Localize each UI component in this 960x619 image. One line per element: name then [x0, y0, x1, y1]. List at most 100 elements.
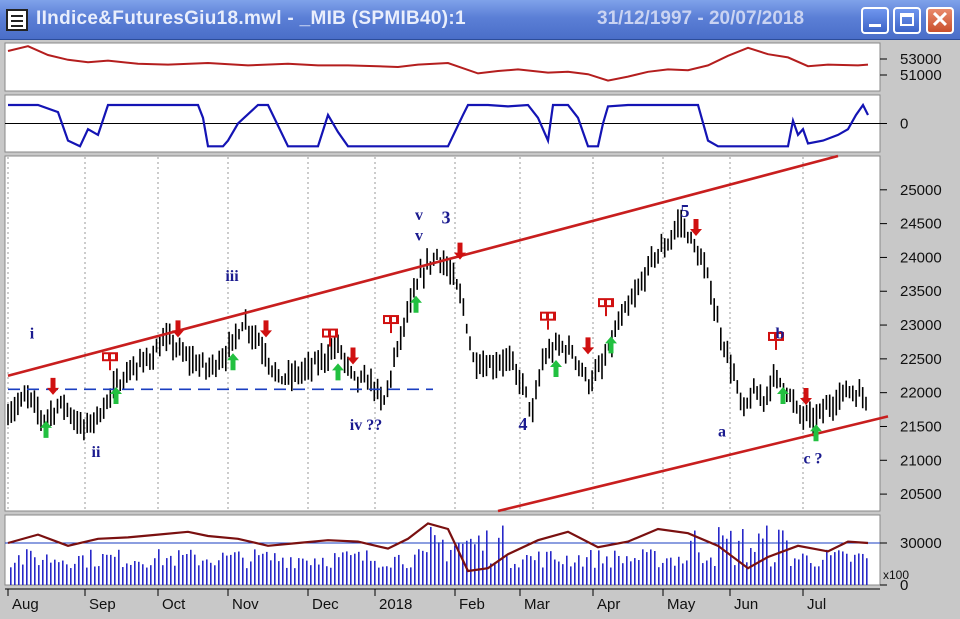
date-range: 31/12/1997 - 20/07/2018 [597, 8, 805, 29]
volume-bar [830, 555, 832, 585]
signal-flag-icon [322, 328, 338, 347]
volume-bar [126, 563, 128, 585]
signal-flag-icon [383, 315, 399, 334]
x-tick-label: Dec [312, 596, 339, 613]
volume-bar [218, 560, 220, 585]
x-tick-label: Jul [807, 596, 826, 613]
app-window-icon[interactable] [6, 9, 28, 31]
volume-bar [806, 555, 808, 585]
volume-bar [150, 565, 152, 585]
volume-bar [854, 554, 856, 585]
x-tick-label: Jun [734, 596, 758, 613]
volume-bar [170, 555, 172, 585]
volume-bar [842, 551, 844, 585]
volume-bar [118, 549, 120, 585]
volume-bar [710, 557, 712, 585]
sell-arrow-icon [172, 320, 184, 338]
volume-bar [270, 560, 272, 585]
sell-arrow-icon [690, 219, 702, 236]
volume-bar [658, 567, 660, 585]
volume-bar [718, 527, 720, 585]
volume-bar [350, 555, 352, 585]
volume-bar [94, 566, 96, 585]
buy-arrow-icon [332, 363, 344, 381]
volume-bar [22, 564, 24, 585]
volume-bar [510, 568, 512, 585]
x-tick-label: May [667, 596, 696, 613]
signal-flag-icon [598, 298, 614, 317]
volume-bar [582, 566, 584, 585]
volume-bar [166, 558, 168, 585]
volume-bar [742, 529, 744, 585]
volume-bar [594, 567, 596, 585]
volume-bar [290, 557, 292, 585]
volume-bar [158, 549, 160, 585]
volume-bar [758, 533, 760, 585]
volume-bar [422, 550, 424, 585]
volume-bar [138, 561, 140, 585]
channel-upper-line [7, 154, 839, 378]
wave-label: ii [92, 444, 101, 461]
volume-bar [778, 529, 780, 585]
y-tick-label: 23000 [900, 317, 942, 334]
y-tick-label: 53000 [900, 51, 942, 68]
volume-bar [198, 565, 200, 585]
volume-bar [434, 535, 436, 585]
maximize-icon [900, 13, 914, 26]
volume-bar [222, 552, 224, 585]
volume-bar [18, 555, 20, 585]
volume-bar [558, 561, 560, 585]
x-tick-label: Apr [597, 596, 620, 613]
volume-bar [310, 565, 312, 585]
buy-arrow-icon [410, 295, 422, 313]
volume-bar [690, 540, 692, 585]
wave-label: v [415, 207, 423, 224]
volume-bar [714, 565, 716, 585]
buy-arrow-icon [605, 336, 617, 354]
volume-bar [326, 566, 328, 585]
volume-bar [190, 549, 192, 585]
x-tick-label: Oct [162, 596, 186, 613]
volume-bar [182, 554, 184, 585]
volume-bar [374, 560, 376, 585]
volume-bar [702, 563, 704, 585]
y-tick-label: 24500 [900, 216, 942, 233]
wave-label: iii [225, 268, 239, 285]
volume-bar [246, 568, 248, 585]
minimize-button[interactable] [861, 7, 889, 34]
volume-bar [538, 551, 540, 585]
volume-bar [230, 554, 232, 585]
sell-arrow-icon [47, 377, 59, 395]
x-tick-label: Aug [12, 596, 39, 613]
volume-bar [394, 556, 396, 585]
volume-bar [518, 567, 520, 585]
volume-bar [258, 555, 260, 585]
volume-bar [58, 562, 60, 585]
volume-bar [822, 559, 824, 585]
volume-bar [418, 549, 420, 585]
title-bar[interactable]: IIndice&FuturesGiu18.mwl - _MIB (SPMIB40… [0, 0, 960, 40]
close-button[interactable]: ✕ [926, 7, 954, 34]
maximize-button[interactable] [893, 7, 921, 34]
volume-bar [386, 566, 388, 585]
volume-bar [546, 551, 548, 585]
volume-bar [34, 557, 36, 585]
oscillator-line [8, 102, 869, 148]
buy-arrow-icon [810, 424, 822, 442]
volume-bar [554, 559, 556, 585]
volume-bar [146, 567, 148, 585]
y-tick-label: 51000 [900, 67, 942, 84]
volume-bar [770, 566, 772, 585]
volume-bar [590, 550, 592, 585]
volume-bar [226, 555, 228, 585]
sell-arrow-icon [454, 242, 466, 260]
y-tick-label: 21500 [900, 418, 942, 435]
volume-bar [794, 558, 796, 585]
buy-arrow-icon [550, 360, 562, 377]
volume-bar [342, 552, 344, 585]
y-tick-label: 0 [900, 577, 908, 594]
volume-bar [38, 565, 40, 585]
volume-bar [10, 567, 12, 585]
volume-bar [398, 554, 400, 585]
x-tick-label: Sep [89, 596, 116, 613]
